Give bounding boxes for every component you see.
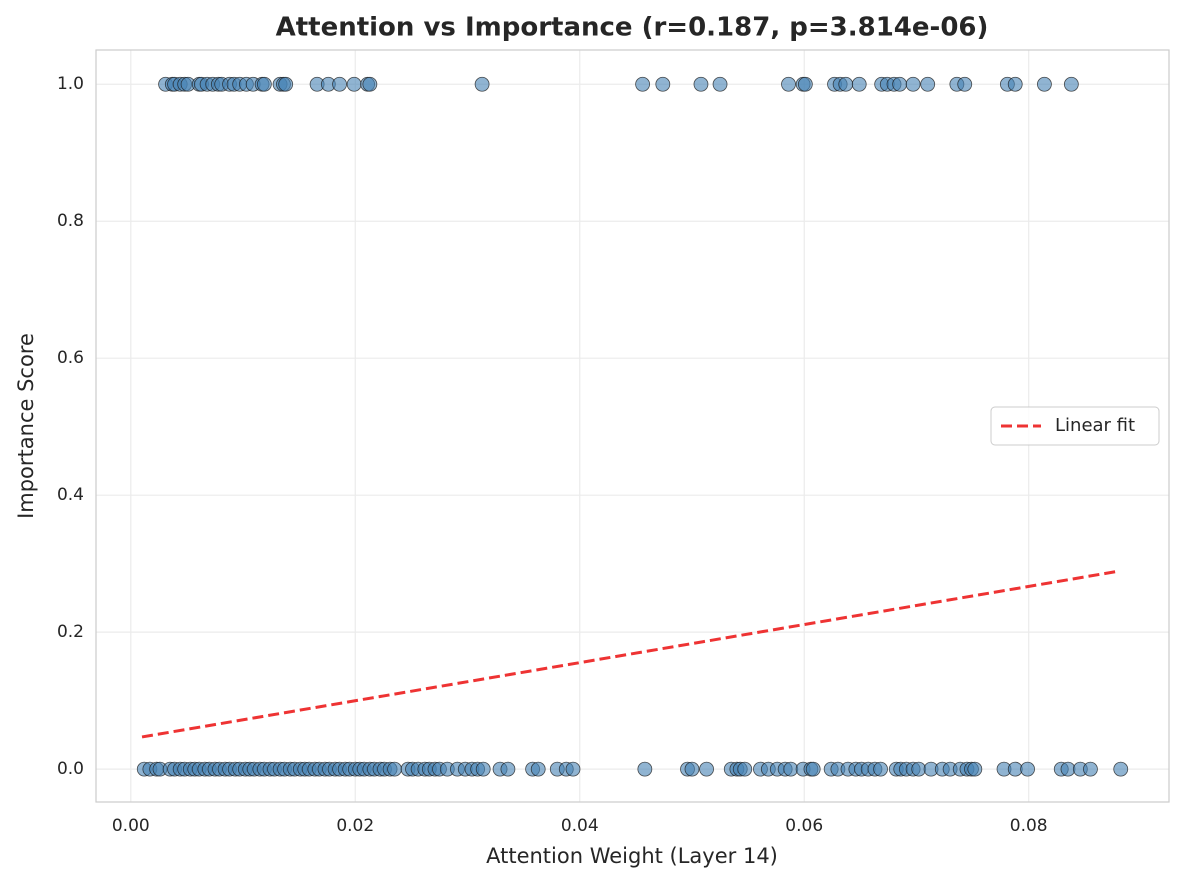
scatter-point xyxy=(737,761,753,777)
y-tick-label: 1.0 xyxy=(57,74,84,94)
scatter-point xyxy=(346,76,362,92)
scatter-point xyxy=(530,761,546,777)
scatter-point xyxy=(387,761,402,777)
scatter-point xyxy=(1020,761,1035,777)
x-tick-label: 0.06 xyxy=(785,816,823,836)
scatter-point xyxy=(892,76,908,92)
chart-title: Attention vs Importance (r=0.187, p=3.81… xyxy=(276,13,989,43)
scatter-point xyxy=(474,76,490,92)
y-tick-label: 0.4 xyxy=(57,485,84,505)
y-tick-label: 0.8 xyxy=(57,211,84,231)
scatter-point xyxy=(905,76,921,92)
y-tick-label: 0.6 xyxy=(57,348,84,368)
scatter-point xyxy=(475,761,491,777)
scatter-point xyxy=(565,761,581,777)
scatter-point xyxy=(1037,76,1052,92)
scatter-point xyxy=(957,76,973,92)
scatter-point xyxy=(1007,76,1023,92)
scatter-point xyxy=(1113,761,1129,777)
scatter-point xyxy=(684,761,700,777)
scatter-point xyxy=(851,76,867,92)
scatter-point xyxy=(1063,76,1079,92)
scatter-series xyxy=(136,761,1129,777)
scatter-point xyxy=(278,76,294,92)
fit-line xyxy=(141,569,1119,739)
legend-label: Linear fit xyxy=(1055,415,1135,436)
x-tick-label: 0.02 xyxy=(336,816,374,836)
scatter-point xyxy=(332,76,347,92)
legend-box xyxy=(990,406,1160,446)
scatter-point xyxy=(635,76,651,92)
scatter-point xyxy=(967,761,983,777)
scatter-point xyxy=(712,76,728,92)
x-tick-label: 0.00 xyxy=(112,816,150,836)
x-tick-label: 0.04 xyxy=(561,816,599,836)
scatter-point xyxy=(693,76,709,92)
y-axis-label: Importance Score xyxy=(14,333,38,519)
scatter-point xyxy=(362,76,378,92)
scatter-point xyxy=(500,761,516,777)
x-tick-label: 0.08 xyxy=(1010,816,1048,836)
grid xyxy=(96,50,1169,802)
scatter-point xyxy=(1060,761,1076,777)
scatter-point xyxy=(699,761,714,777)
scatter-series xyxy=(158,76,1079,92)
scatter-point xyxy=(637,761,653,777)
scatter-point xyxy=(920,76,936,92)
legend: Linear fit xyxy=(990,406,1160,446)
scatter-point xyxy=(838,76,854,92)
scatter-point xyxy=(911,761,927,777)
scatter-point xyxy=(256,76,272,92)
scatter-point xyxy=(805,761,821,777)
scatter-point xyxy=(783,761,799,777)
y-tick-label: 0.0 xyxy=(57,759,84,779)
scatter-point xyxy=(797,76,813,92)
y-tick-label: 0.2 xyxy=(57,622,84,642)
scatter-point xyxy=(873,761,888,777)
x-axis-label: Attention Weight (Layer 14) xyxy=(486,844,778,868)
scatter-point xyxy=(655,76,671,92)
scatter-point xyxy=(1083,761,1098,777)
scatter-point xyxy=(1007,761,1023,777)
scatter-point xyxy=(781,76,796,92)
plot-frame xyxy=(95,49,1170,803)
